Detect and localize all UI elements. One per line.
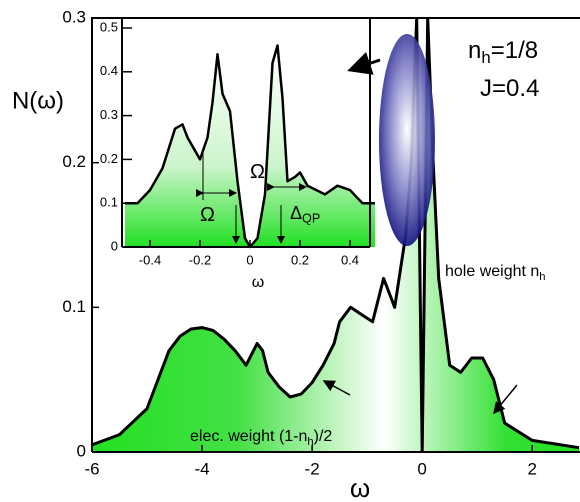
arrow (493, 384, 518, 415)
annotation: Ω (250, 161, 265, 183)
annotation-subscript: h (539, 271, 545, 283)
annotation: hole weight nh (445, 263, 546, 283)
annotation: Ω (200, 204, 215, 226)
annotation-text: Ω (200, 204, 215, 226)
y-tick-label: 0.2 (100, 151, 118, 166)
x-tick-label: -0.4 (139, 252, 161, 267)
y-tick-label: 0.2 (62, 152, 86, 171)
y-tick-label: 0.3 (62, 7, 86, 26)
x-tick-label: 0 (417, 459, 426, 478)
x-tick-label: -2 (305, 459, 320, 478)
inset-plot: -0.4 -0.2 0 0.2 0.4 0 0.1 0.2 0.3 0.4 0.5 ω (100, 17, 375, 291)
x-tick-label: -4 (194, 459, 209, 478)
y-tick-label: 0 (111, 238, 118, 253)
annotation-subscript: QP (302, 212, 320, 226)
annotation-text: J=0.4 (480, 75, 539, 102)
main-plot: -6 -4 -2 0 2 0 0.1 0.2 0.3 ω N(ω) (12, 7, 580, 502)
x-tick-label: 0.4 (341, 252, 359, 267)
area-fill (92, 18, 579, 452)
arrows (196, 51, 518, 415)
curve (125, 44, 375, 249)
annotation-text: Ω (250, 161, 265, 183)
curve (92, 18, 580, 453)
annotation-text: Δ (290, 203, 302, 223)
y-tick-label: 0 (77, 441, 86, 460)
y-tick-label: 0.5 (100, 19, 118, 34)
annotation-text: elec. weight (1-n (190, 428, 307, 445)
y-axis-label: N(ω) (12, 87, 64, 114)
annotation-text: )/2 (314, 428, 333, 445)
y-tick-label: 0.1 (62, 297, 86, 316)
arrow (347, 51, 381, 75)
plot-area (92, 18, 580, 453)
x-tick-label: -6 (84, 459, 99, 478)
arrow (322, 380, 351, 396)
highlight-ellipse (379, 34, 435, 246)
x-axis-label: ω (252, 274, 265, 291)
x-tick-label: 0.2 (291, 252, 309, 267)
annotation-text: hole weight n (445, 263, 539, 280)
x-tick-label: -0.2 (189, 252, 211, 267)
y-tick-label: 0.3 (100, 107, 118, 122)
annotation: elec. weight (1-nh)/2 (190, 428, 332, 448)
annotation-text: =1/8 (491, 37, 538, 64)
annotation: ΔQP (290, 203, 320, 226)
annotation: J=0.4 (480, 75, 539, 102)
y-tick-label: 0.4 (100, 63, 118, 78)
annotation-text: n (468, 37, 481, 64)
x-tick-label: 0 (246, 252, 253, 267)
area-fill (125, 45, 375, 247)
plot-area (125, 44, 375, 249)
annotation-subscript: h (307, 436, 313, 448)
annotation: nh=1/8 (468, 37, 538, 67)
x-tick-label: 2 (527, 459, 536, 478)
x-axis-label: ω (350, 473, 370, 502)
annotation-subscript: h (481, 49, 490, 68)
y-tick-label: 0.1 (100, 195, 118, 210)
axis-frame (121, 17, 371, 248)
